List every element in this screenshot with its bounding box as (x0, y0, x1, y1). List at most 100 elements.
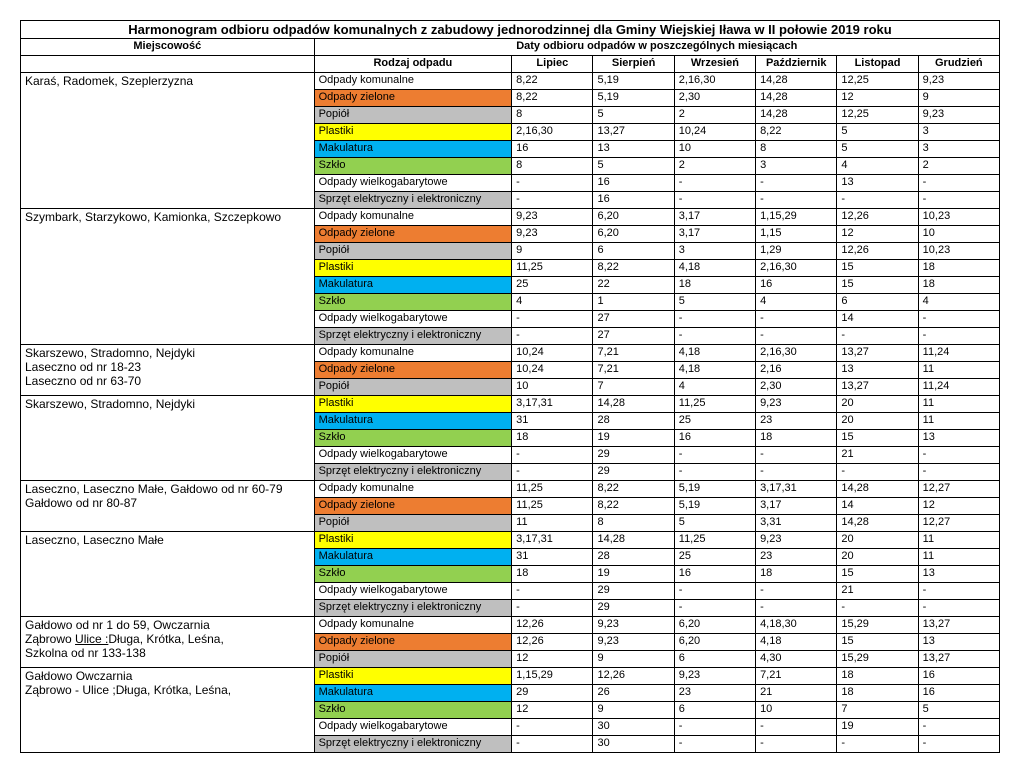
date-cell: 13,27 (593, 124, 674, 141)
location-cell: Laseczno, Laseczno Małe, Gałdowo od nr 6… (21, 481, 315, 532)
date-cell: - (918, 311, 999, 328)
date-cell: 12 (837, 226, 918, 243)
date-cell: 2 (918, 158, 999, 175)
date-cell: 22 (593, 277, 674, 294)
date-cell: 12,26 (837, 209, 918, 226)
date-cell: 25 (674, 413, 755, 430)
table-row: Skarszewo, Stradomno, NejdykiPlastiki3,1… (21, 396, 1000, 413)
date-cell: 16 (674, 430, 755, 447)
date-cell: 6,20 (674, 634, 755, 651)
date-cell: 5 (674, 294, 755, 311)
date-cell: 9 (918, 90, 999, 107)
waste-type-cell: Sprzęt elektryczny i elektroniczny (314, 328, 512, 345)
date-cell: 2,16,30 (756, 345, 837, 362)
date-cell: 10,24 (674, 124, 755, 141)
waste-type-cell: Plastiki (314, 532, 512, 549)
date-cell: 8,22 (512, 90, 593, 107)
date-cell: 12,26 (512, 617, 593, 634)
date-cell: 23 (756, 549, 837, 566)
waste-type-cell: Sprzęt elektryczny i elektroniczny (314, 600, 512, 617)
date-cell: - (512, 719, 593, 736)
date-cell: 29 (593, 464, 674, 481)
date-cell: 10,23 (918, 209, 999, 226)
date-cell: 13,27 (918, 617, 999, 634)
date-cell: 8,22 (593, 481, 674, 498)
waste-type-cell: Sprzęt elektryczny i elektroniczny (314, 464, 512, 481)
date-cell: - (918, 464, 999, 481)
date-cell: 25 (512, 277, 593, 294)
date-cell: 30 (593, 736, 674, 753)
date-cell: - (756, 464, 837, 481)
date-cell: 16 (756, 277, 837, 294)
date-cell: 10 (512, 379, 593, 396)
date-cell: 11,25 (512, 498, 593, 515)
date-cell: 23 (756, 413, 837, 430)
location-cell: Szymbark, Starzykowo, Kamionka, Szczepko… (21, 209, 315, 345)
date-cell: 8 (756, 141, 837, 158)
table-row: Karaś, Radomek, SzeplerzyznaOdpady komun… (21, 73, 1000, 90)
table-row: Skarszewo, Stradomno, NejdykiLaseczno od… (21, 345, 1000, 362)
date-cell: 16 (674, 566, 755, 583)
date-cell: 20 (837, 532, 918, 549)
waste-type-cell: Szkło (314, 158, 512, 175)
date-cell: 7 (593, 379, 674, 396)
date-cell: 13,27 (918, 651, 999, 668)
date-cell: 4 (837, 158, 918, 175)
date-cell: 11,25 (674, 396, 755, 413)
waste-type-cell: Odpady zielone (314, 634, 512, 651)
date-cell: 13 (918, 566, 999, 583)
date-cell: - (674, 311, 755, 328)
date-cell: 29 (593, 583, 674, 600)
date-cell: 28 (593, 549, 674, 566)
waste-type-cell: Odpady wielkogabarytowe (314, 583, 512, 600)
date-cell: 4,18 (674, 345, 755, 362)
page-title: Harmonogram odbioru odpadów komunalnych … (21, 21, 1000, 39)
waste-type-cell: Szkło (314, 430, 512, 447)
date-cell: 28 (593, 413, 674, 430)
date-cell: 16 (593, 192, 674, 209)
date-cell: - (674, 600, 755, 617)
waste-type-cell: Sprzęt elektryczny i elektroniczny (314, 736, 512, 753)
date-cell: 8,22 (756, 124, 837, 141)
date-cell: 10,24 (512, 362, 593, 379)
date-cell: 18 (756, 430, 837, 447)
date-cell: - (756, 311, 837, 328)
waste-type-cell: Popiół (314, 379, 512, 396)
date-cell: 15 (837, 260, 918, 277)
date-cell: 14,28 (837, 515, 918, 532)
date-cell: - (756, 583, 837, 600)
waste-type-cell: Plastiki (314, 396, 512, 413)
date-cell: 2,16,30 (756, 260, 837, 277)
date-cell: - (756, 175, 837, 192)
date-cell: 7,21 (593, 362, 674, 379)
date-cell: 3 (918, 141, 999, 158)
date-cell: 14 (837, 311, 918, 328)
date-cell: 4,18 (674, 260, 755, 277)
date-cell: 5 (837, 141, 918, 158)
date-cell: 29 (593, 600, 674, 617)
date-cell: 12,25 (837, 107, 918, 124)
date-cell: 20 (837, 396, 918, 413)
date-cell: 9,23 (512, 209, 593, 226)
date-cell: 12,26 (593, 668, 674, 685)
date-cell: 15 (837, 634, 918, 651)
date-cell: 12 (918, 498, 999, 515)
date-cell: 7,21 (593, 345, 674, 362)
date-cell: - (918, 736, 999, 753)
waste-type-cell: Odpady komunalne (314, 481, 512, 498)
col-month: Grudzień (918, 56, 999, 73)
date-cell: - (837, 600, 918, 617)
date-cell: - (918, 719, 999, 736)
date-cell: 9 (512, 243, 593, 260)
date-cell: - (512, 736, 593, 753)
date-cell: 5 (674, 515, 755, 532)
date-cell: - (512, 311, 593, 328)
date-cell: 20 (837, 549, 918, 566)
date-cell: 11 (918, 549, 999, 566)
date-cell: 26 (593, 685, 674, 702)
date-cell: 19 (593, 430, 674, 447)
col-month: Sierpień (593, 56, 674, 73)
date-cell: 9 (593, 702, 674, 719)
waste-type-cell: Sprzęt elektryczny i elektroniczny (314, 192, 512, 209)
date-cell: 11 (512, 515, 593, 532)
